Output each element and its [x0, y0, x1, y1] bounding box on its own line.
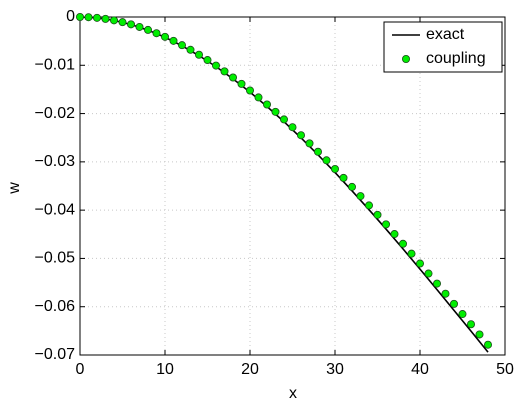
- coupling-point: [101, 14, 110, 23]
- coupling-point: [262, 100, 271, 109]
- coupling-point: [475, 330, 484, 339]
- coupling-point: [347, 182, 356, 191]
- coupling-point: [127, 20, 136, 29]
- y-tick-label: −0.04: [35, 201, 76, 218]
- y-tick-label: −0.01: [35, 57, 76, 74]
- y-tick-label: −0.07: [35, 346, 76, 363]
- coupling-point: [373, 210, 382, 219]
- coupling-point: [313, 147, 322, 156]
- coupling-point: [93, 13, 102, 22]
- coupling-point: [466, 320, 475, 329]
- coupling-point: [211, 61, 220, 70]
- coupling-point: [424, 269, 433, 278]
- legend-label: exact: [426, 26, 465, 43]
- y-tick-label: −0.03: [35, 153, 76, 170]
- plot-frame: [79, 16, 506, 356]
- coupling-point: [449, 299, 458, 308]
- coupling-point: [271, 107, 280, 116]
- coupling-point: [228, 73, 237, 82]
- coupling-point: [296, 131, 305, 140]
- coupling-point: [322, 156, 331, 165]
- legend-label: coupling: [426, 50, 486, 67]
- x-tick-label: 0: [76, 361, 85, 378]
- coupling-point: [177, 41, 186, 50]
- coupling-point: [143, 25, 152, 34]
- y-tick-label: 0: [66, 8, 75, 25]
- coupling-point: [305, 139, 314, 148]
- x-tick-label: 40: [411, 361, 429, 378]
- coupling-point: [118, 18, 127, 27]
- legend: exact coupling: [383, 21, 503, 73]
- x-tick-label: 30: [326, 361, 344, 378]
- coupling-point: [203, 56, 212, 65]
- coupling-point: [186, 45, 195, 54]
- y-axis-label: w: [6, 182, 23, 195]
- coupling-point: [220, 67, 229, 76]
- coupling-point: [441, 289, 450, 298]
- coupling-point: [339, 173, 348, 182]
- coupling-point: [390, 230, 399, 239]
- coupling-point: [288, 123, 297, 132]
- coupling-point: [356, 192, 365, 201]
- coupling-point: [237, 79, 246, 88]
- y-tick-label: −0.06: [35, 298, 76, 315]
- coupling-point: [135, 22, 144, 31]
- coupling-point: [415, 259, 424, 268]
- coupling-point: [110, 16, 119, 25]
- legend-box: [383, 21, 503, 73]
- coupling-point: [254, 93, 263, 102]
- coupling-point: [432, 279, 441, 288]
- coupling-point: [381, 220, 390, 229]
- coupling-point: [245, 86, 254, 95]
- x-tick-label: 10: [156, 361, 174, 378]
- y-tick-label: −0.05: [35, 250, 76, 267]
- y-tick-label: −0.02: [35, 105, 76, 122]
- coupling-point: [330, 165, 339, 174]
- coupling-point: [84, 13, 93, 22]
- coupling-point: [398, 239, 407, 248]
- coupling-point: [458, 310, 467, 319]
- coupling-point: [483, 340, 492, 349]
- x-axis-label: x: [289, 385, 297, 402]
- coupling-point: [279, 115, 288, 124]
- legend-marker: [401, 55, 410, 64]
- coupling-point: [407, 249, 416, 258]
- coupling-point: [169, 36, 178, 45]
- coupling-point: [194, 50, 203, 59]
- coupling-point: [160, 32, 169, 41]
- x-tick-label: 20: [241, 361, 259, 378]
- coupling-point: [364, 201, 373, 210]
- x-tick-label: 50: [496, 361, 514, 378]
- coupling-point: [152, 29, 161, 38]
- coupling-point: [76, 12, 85, 21]
